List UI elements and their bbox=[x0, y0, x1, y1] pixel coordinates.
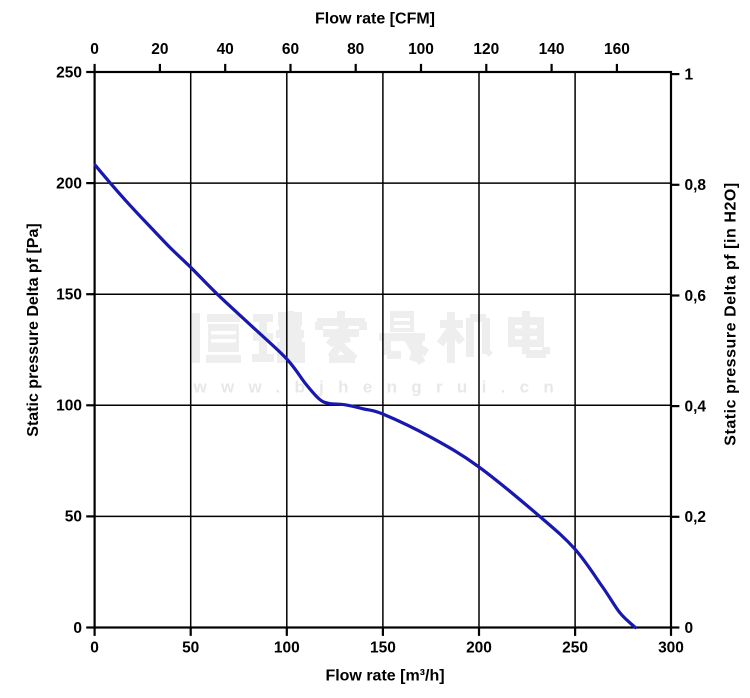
svg-text:0: 0 bbox=[685, 620, 694, 637]
svg-text:0,2: 0,2 bbox=[685, 509, 707, 526]
svg-text:Static pressure Delta pf [Pa]: Static pressure Delta pf [Pa] bbox=[25, 223, 42, 436]
svg-text:0,4: 0,4 bbox=[685, 398, 707, 415]
svg-text:200: 200 bbox=[466, 640, 492, 657]
svg-text:www.bjhengrui.cn: www.bjhengrui.cn bbox=[193, 378, 569, 397]
svg-text:80: 80 bbox=[347, 41, 364, 58]
svg-text:Flow rate [m³/h]: Flow rate [m³/h] bbox=[325, 668, 444, 685]
svg-text:Static pressure Delta pf [in H: Static pressure Delta pf [in H2O] bbox=[723, 182, 740, 446]
svg-text:160: 160 bbox=[604, 41, 630, 58]
svg-text:50: 50 bbox=[65, 509, 82, 526]
svg-text:0: 0 bbox=[73, 620, 82, 637]
svg-text:40: 40 bbox=[217, 41, 234, 58]
svg-text:150: 150 bbox=[56, 287, 82, 304]
svg-text:250: 250 bbox=[56, 64, 82, 81]
svg-text:150: 150 bbox=[370, 640, 396, 657]
svg-text:100: 100 bbox=[408, 41, 434, 58]
svg-text:50: 50 bbox=[182, 640, 199, 657]
svg-text:0,8: 0,8 bbox=[685, 177, 707, 194]
svg-text:300: 300 bbox=[658, 640, 684, 657]
svg-text:100: 100 bbox=[274, 640, 300, 657]
svg-text:0: 0 bbox=[90, 640, 99, 657]
svg-text:60: 60 bbox=[282, 41, 299, 58]
svg-text:Flow rate [CFM]: Flow rate [CFM] bbox=[315, 11, 435, 28]
svg-text:100: 100 bbox=[56, 398, 82, 415]
svg-text:1: 1 bbox=[685, 66, 694, 83]
svg-text:20: 20 bbox=[151, 41, 168, 58]
svg-text:0: 0 bbox=[90, 41, 99, 58]
svg-text:200: 200 bbox=[56, 175, 82, 192]
svg-text:120: 120 bbox=[473, 41, 499, 58]
svg-text:0,6: 0,6 bbox=[685, 288, 707, 305]
svg-text:250: 250 bbox=[562, 640, 588, 657]
svg-text:140: 140 bbox=[539, 41, 565, 58]
